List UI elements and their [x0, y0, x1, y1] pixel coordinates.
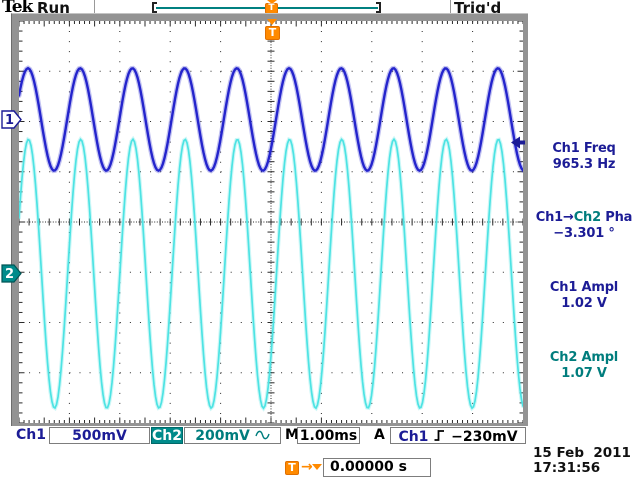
phase-label-suffix: Pha [600, 210, 633, 225]
measurement-value: 1.02 V [561, 296, 607, 311]
record-view-left-bracket-icon [152, 2, 157, 13]
trigger-position-readout: 0.00000 s [323, 458, 431, 477]
ch2-marker-label: 2 [5, 267, 14, 282]
trigger-source: Ch1 [398, 429, 429, 445]
time-readout: 17:31:56 [533, 460, 601, 476]
ch2-scale-value: 200mV [195, 428, 250, 444]
timebase-readout: 1.00ms [297, 427, 360, 444]
waveform-display [19, 21, 523, 423]
date-readout: 15 Feb 2011 [533, 445, 631, 461]
trigger-time-arrow-icon: → [301, 459, 313, 475]
trigger-level-value: −230mV [451, 429, 518, 445]
measurement-label: Ch2 Ampl [549, 350, 619, 365]
tek-logo-text: Tek [2, 0, 33, 17]
trigger-time-marker-icon [312, 464, 322, 470]
header-divider [450, 0, 451, 14]
measurement-value: −3.301 ° [553, 226, 615, 241]
ch2-scale-readout: 200mV [184, 427, 281, 444]
measurement-label: Ch1→Ch2 Pha [528, 210, 640, 226]
ch1-marker-label: 1 [5, 113, 14, 128]
record-trigger-marker-icon [267, 0, 277, 4]
rising-edge-slope-icon [434, 430, 445, 441]
ch1-ground-marker: 1 [1, 110, 22, 129]
trigger-mode-label: A [374, 427, 385, 443]
trigger-readout: Ch1 −230mV [390, 427, 526, 445]
ch2-ground-marker: 2 [1, 264, 22, 283]
measurement-ch1-ampl: Ch1 Ampl 1.02 V [528, 280, 640, 312]
measurement-ch2-ampl: Ch2 Ampl 1.07 V [528, 350, 640, 382]
header-divider [94, 0, 95, 14]
phase-label-ch2: Ch2 [573, 210, 601, 225]
measurement-value: 1.07 V [561, 366, 607, 381]
trigger-time-t-badge: T [285, 461, 299, 475]
trigger-level-arrow-icon [511, 136, 525, 149]
trigger-status: Trig'd [454, 0, 502, 17]
tek-logo: Tek [2, 0, 33, 17]
ch1-scale-readout: 500mV [49, 427, 150, 444]
measurement-phase: Ch1→Ch2 Pha −3.301 ° [528, 210, 640, 242]
trigger-position-marker-icon [267, 19, 277, 25]
measurement-ch1-freq: Ch1 Freq 965.3 Hz [528, 141, 640, 173]
record-view-right-bracket-icon [376, 2, 381, 13]
ch1-label: Ch1 [16, 427, 46, 443]
measurement-label: Ch1 Ampl [549, 280, 619, 295]
phase-label-ch1: Ch1→ [535, 210, 574, 225]
ac-coupling-sine-icon [255, 430, 270, 440]
trigger-position-t-badge: T [265, 26, 280, 40]
scope-canvas [19, 21, 523, 423]
ch2-label-badge: Ch2 [151, 427, 183, 444]
timebase-label: M [285, 427, 299, 443]
measurement-label: Ch1 Freq [552, 141, 616, 156]
measurement-value: 965.3 Hz [552, 157, 616, 172]
acquisition-status: Run [37, 0, 70, 17]
